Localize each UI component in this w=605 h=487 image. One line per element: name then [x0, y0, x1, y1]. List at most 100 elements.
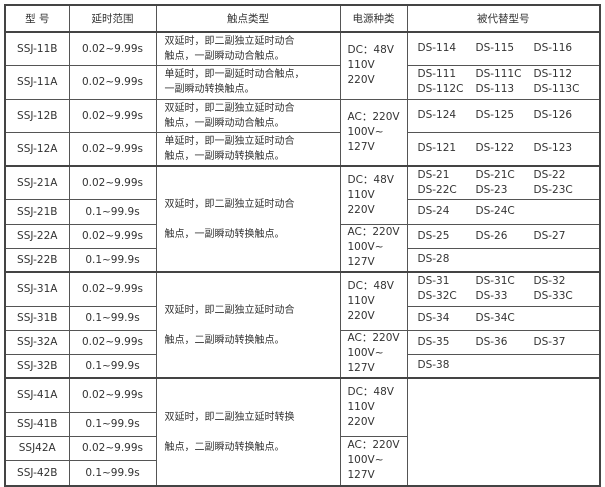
- replaced-model: DS-26: [475, 229, 508, 242]
- delay-range-cell: 0.1~99.9s: [68, 459, 157, 487]
- delay-range-cell: 0.02~9.99s: [68, 271, 157, 307]
- replaced-model: DS-37: [533, 335, 566, 348]
- table-row: SSJ-21A 0.02~9.99s 双延时，即二副独立延时动合 触点，一副瞬动转换…: [4, 165, 601, 273]
- model-cell: SSJ-31A: [4, 271, 70, 307]
- delay-range-cell: 0.1~99.9s: [68, 305, 157, 331]
- replaced-model: DS-27: [533, 229, 566, 242]
- delay-range-cell: 0.02~9.99s: [68, 435, 157, 461]
- replaced-model: DS-124: [417, 109, 457, 121]
- replaced-models-cell: DS-124 DS-125 DS-126: [406, 98, 601, 133]
- model-cell: SSJ-32A: [4, 329, 70, 355]
- model-cell: SSJ-22A: [4, 223, 70, 249]
- delay-range-cell: 0.02~9.99s: [68, 223, 157, 249]
- contact-type-cell: 双延时，即二副独立延时动合 触点，二副瞬动转换触点。: [155, 271, 341, 379]
- replaced-model: DS-36: [475, 335, 508, 348]
- replaced-model: DS-23C: [533, 183, 573, 196]
- replaced-models-cell: DS-25 DS-26 DS-27: [406, 223, 601, 249]
- relay-spec-table: 型 号 延时范围 触点类型 电源种类 被代替型号 SSJ-11B 0.02~9.9…: [4, 4, 601, 487]
- replaced-models-cell: DS-35 DS-36 DS-37: [406, 329, 601, 355]
- header-power-type: 电源种类: [339, 4, 408, 33]
- table-row: SSJ-41A 0.02~9.99s 双延时，即二副独立延时转换 触点，二副瞬动转换…: [4, 377, 601, 487]
- replaced-model: DS-111C: [475, 68, 522, 80]
- replaced-models-cell: DS-111 DS-111C DS-112 DS-112C DS-113 DS-113C: [406, 64, 601, 100]
- replaced-models-cell: DS-34 DS-34C: [406, 305, 601, 331]
- replaced-model: DS-31C: [475, 275, 515, 288]
- replaced-model: DS-32: [533, 275, 566, 288]
- replaced-model: DS-113C: [533, 83, 580, 95]
- replaced-model: DS-112C: [417, 83, 464, 95]
- delay-range-cell: 0.02~9.99s: [68, 31, 157, 66]
- table-row: SSJ-31B 0.1~99.9s DS-34 DS-34C: [4, 305, 601, 331]
- model-cell: SSJ-41A: [4, 377, 70, 413]
- power-type-cell: AC：220V 100V~ 127V: [339, 98, 408, 167]
- header-model: 型 号: [4, 4, 70, 33]
- table-row: SSJ-12A 0.02~9.99s 单延时，即一副独立延时动合 触点，一副瞬动转换…: [4, 131, 601, 167]
- replaced-model: DS-33C: [533, 290, 573, 303]
- model-cell: SSJ-31B: [4, 305, 70, 331]
- power-type-cell: DC：48V 110V 220V: [339, 165, 408, 225]
- contact-type-cell: 双延时，即二副独立延时转换 触点，二副瞬动转换触点。: [155, 377, 341, 487]
- table-row: SSJ-31A 0.02~9.99s 双延时，即二副独立延时动合 触点，二副瞬动转换…: [4, 271, 601, 379]
- model-cell: SSJ-12B: [4, 98, 70, 133]
- replaced-model: DS-122: [475, 142, 515, 155]
- replaced-model: DS-24: [417, 205, 450, 217]
- model-cell: SSJ-11B: [4, 31, 70, 66]
- power-type-cell: DC：48V 110V 220V: [339, 31, 408, 100]
- model-cell: SSJ-12A: [4, 131, 70, 167]
- replaced-model: DS-28: [417, 253, 450, 266]
- replaced-model: DS-113: [475, 83, 515, 95]
- replaced-models-cell: DS-31 DS-31C DS-32 DS-32C DS-33 DS-33C: [406, 271, 601, 307]
- model-cell: SSJ42A: [4, 435, 70, 461]
- replaced-models-cell: DS-114 DS-115 DS-116: [406, 31, 601, 66]
- replaced-model: DS-126: [533, 109, 573, 121]
- replaced-model: DS-23: [475, 183, 508, 196]
- table-row: SSJ-22A 0.02~9.99s AC：220V 100V~ 127V DS-25…: [4, 223, 601, 273]
- power-type-cell: AC：220V 100V~ 127V: [339, 435, 408, 487]
- model-cell: SSJ-21B: [4, 198, 70, 225]
- table-row: SSJ-22B 0.1~99.9s DS-28: [4, 247, 601, 273]
- replaced-model: DS-114: [417, 42, 457, 55]
- delay-range-cell: 0.1~99.9s: [68, 411, 157, 437]
- contact-type-cell: 双延时，即二副独立延时动合 触点，一副瞬动动合触点。: [155, 31, 341, 66]
- replaced-model: DS-31: [417, 275, 450, 288]
- power-type-cell: AC：220V 100V~ 127V: [339, 223, 408, 273]
- delay-range-cell: 0.1~99.9s: [68, 247, 157, 273]
- delay-range-cell: 0.1~99.9s: [68, 198, 157, 225]
- replaced-model: DS-112: [533, 68, 573, 80]
- replaced-model: DS-21: [417, 168, 450, 181]
- header-replaced-models: 被代替型号: [406, 4, 601, 33]
- power-type-cell: DC：48V 110V 220V: [339, 271, 408, 331]
- replaced-model: DS-22: [533, 168, 566, 181]
- replaced-model: DS-123: [533, 142, 573, 155]
- table-row: SSJ-12B 0.02~9.99s 双延时，即二副独立延时动合 触点，一副瞬动动合…: [4, 98, 601, 167]
- contact-type-cell: 单延时，即一副独立延时动合 触点，一副瞬动转换触点。: [155, 131, 341, 167]
- replaced-models-cell: DS-38: [406, 353, 601, 379]
- delay-range-cell: 0.02~9.99s: [68, 377, 157, 413]
- replaced-model: DS-35: [417, 335, 450, 348]
- header-delay-range: 延时范围: [68, 4, 157, 33]
- delay-range-cell: 0.02~9.99s: [68, 329, 157, 355]
- power-type-cell: DC：48V 110V 220V: [339, 377, 408, 437]
- replaced-model: DS-38: [417, 359, 450, 372]
- replaced-models-cell: DS-24 DS-24C: [406, 198, 601, 225]
- delay-range-cell: 0.02~9.99s: [68, 131, 157, 167]
- replaced-model: DS-22C: [417, 183, 457, 196]
- header-contact-type: 触点类型: [155, 4, 341, 33]
- table-row: SSJ-11B 0.02~9.99s 双延时，即二副独立延时动合 触点，一副瞬动动合…: [4, 31, 601, 100]
- replaced-model: DS-111: [417, 68, 457, 80]
- model-cell: SSJ-21A: [4, 165, 70, 200]
- replaced-model: DS-116: [533, 42, 573, 55]
- replaced-models-cell: [406, 377, 601, 487]
- delay-range-cell: 0.02~9.99s: [68, 165, 157, 200]
- delay-range-cell: 0.02~9.99s: [68, 98, 157, 133]
- replaced-model: DS-115: [475, 42, 515, 55]
- model-cell: SSJ-42B: [4, 459, 70, 487]
- model-cell: SSJ-22B: [4, 247, 70, 273]
- contact-type-cell: 单延时，即一副延时动合触点， 一副瞬动转换触点。: [155, 64, 341, 100]
- contact-type-cell: 双延时，即二副独立延时动合 触点，一副瞬动转换触点。: [155, 165, 341, 273]
- replaced-model: DS-34C: [475, 311, 515, 324]
- model-cell: SSJ-11A: [4, 64, 70, 100]
- header-row: 型 号 延时范围 触点类型 电源种类 被代替型号: [4, 4, 601, 33]
- replaced-models-cell: DS-121 DS-122 DS-123: [406, 131, 601, 167]
- replaced-model: DS-25: [417, 229, 450, 242]
